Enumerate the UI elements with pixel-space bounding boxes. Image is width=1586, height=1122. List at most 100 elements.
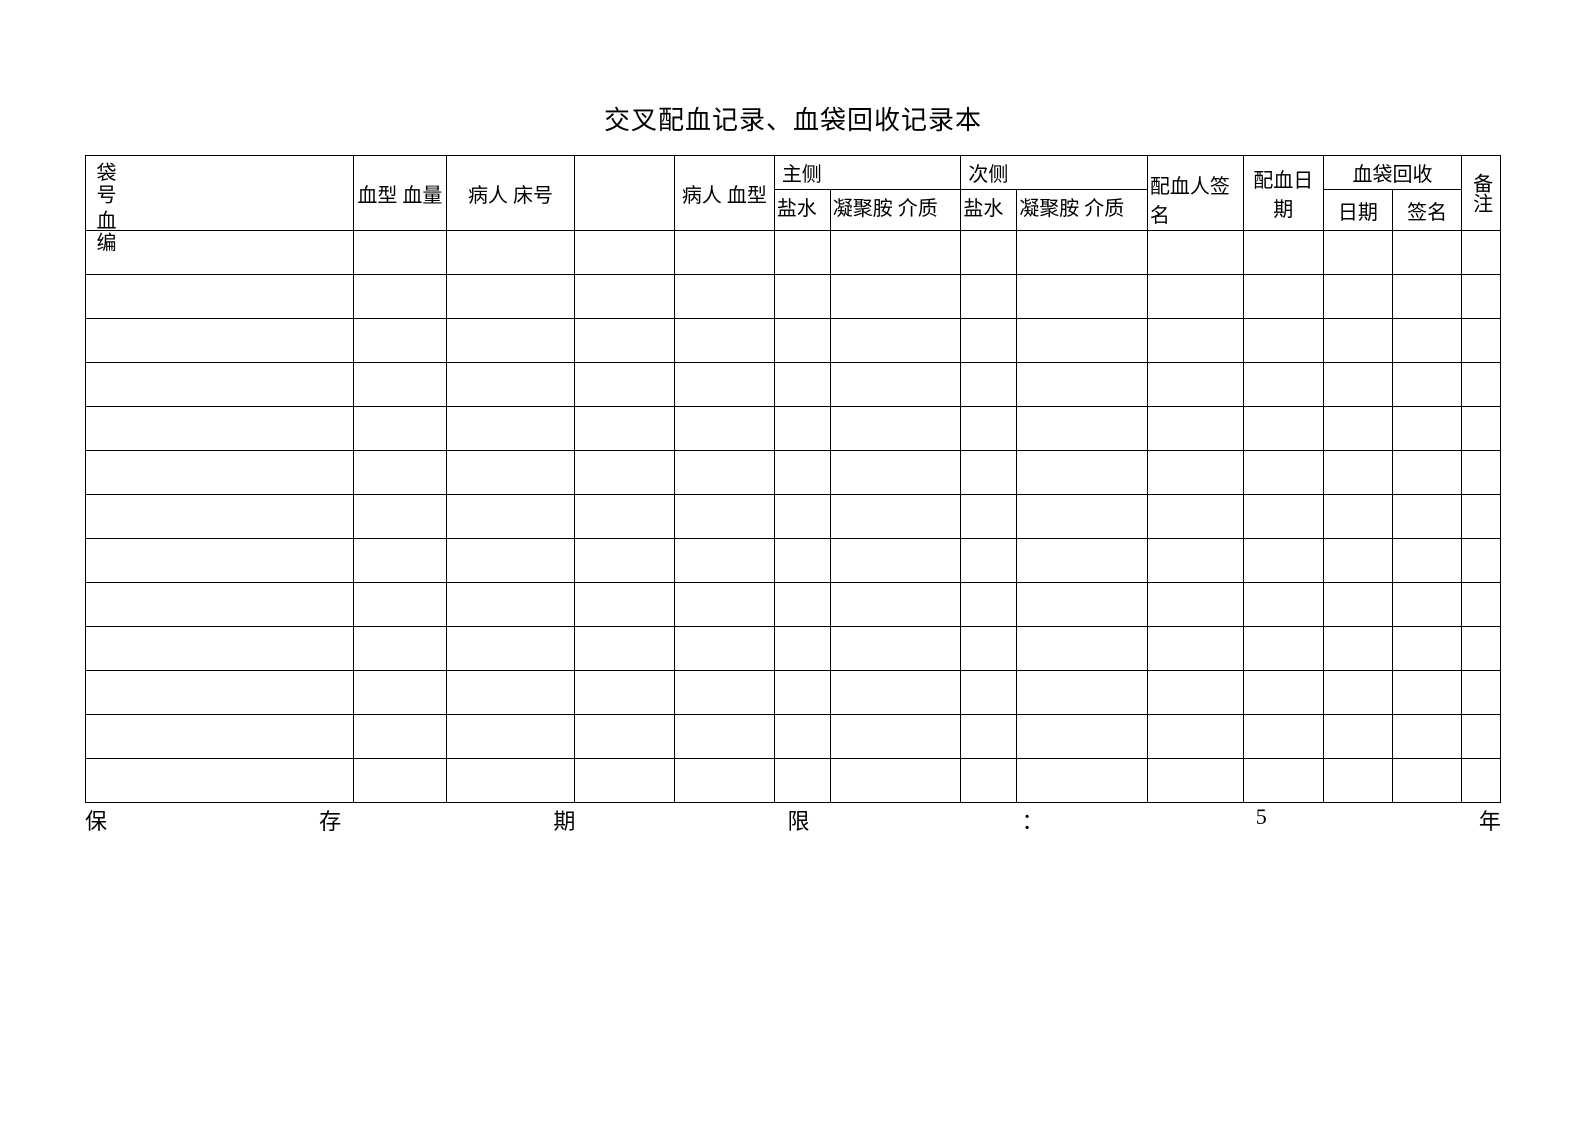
cell <box>86 627 354 671</box>
cell <box>674 451 774 495</box>
cell <box>830 539 961 583</box>
cell <box>447 451 575 495</box>
cell <box>1392 231 1461 275</box>
cell <box>1462 319 1501 363</box>
cell <box>86 363 354 407</box>
cell <box>1017 363 1148 407</box>
cell <box>1147 231 1243 275</box>
cell <box>1243 759 1323 803</box>
cell <box>353 759 446 803</box>
cell <box>1323 319 1392 363</box>
cell <box>1243 715 1323 759</box>
cell <box>674 363 774 407</box>
cell <box>86 231 354 275</box>
header-sec-poly: 凝聚胺 介质 <box>1017 190 1148 231</box>
cell <box>830 759 961 803</box>
cell <box>1392 671 1461 715</box>
cell <box>830 583 961 627</box>
cell <box>353 231 446 275</box>
cell <box>961 275 1017 319</box>
cell <box>830 231 961 275</box>
cell <box>774 319 830 363</box>
footer-c2: 存 <box>319 804 341 836</box>
cell <box>830 407 961 451</box>
cell <box>1017 759 1148 803</box>
cell <box>774 759 830 803</box>
cell <box>674 495 774 539</box>
cell <box>1243 407 1323 451</box>
cell <box>1147 451 1243 495</box>
cell <box>574 451 674 495</box>
cell <box>830 495 961 539</box>
cell <box>1323 539 1392 583</box>
cell <box>1323 583 1392 627</box>
cell <box>447 231 575 275</box>
cell <box>774 495 830 539</box>
cell <box>1323 231 1392 275</box>
cell <box>674 671 774 715</box>
cell <box>774 451 830 495</box>
header-matcher-sign: 配血人签名 <box>1147 156 1243 231</box>
cell <box>1462 275 1501 319</box>
cell <box>961 715 1017 759</box>
cell <box>961 407 1017 451</box>
header-bag-number-label: 袋号 <box>90 162 119 206</box>
cell <box>353 627 446 671</box>
cell <box>1462 671 1501 715</box>
cell <box>1017 451 1148 495</box>
header-main-side: 主侧 <box>774 156 961 190</box>
header-patient-blood-type: 病人 血型 <box>674 156 774 231</box>
crossmatch-table: 袋号 血编 血型 血量 病人 床号 病人 血型 主侧 次侧 配血人签名 配血日期… <box>85 155 1501 803</box>
cell <box>1392 451 1461 495</box>
table-row <box>86 715 1501 759</box>
cell <box>830 319 961 363</box>
cell <box>830 451 961 495</box>
cell <box>1392 275 1461 319</box>
cell <box>1392 495 1461 539</box>
header-bag-recovery: 血袋回收 <box>1323 156 1462 190</box>
cell <box>1243 627 1323 671</box>
cell <box>1462 715 1501 759</box>
cell <box>1392 583 1461 627</box>
cell <box>674 715 774 759</box>
cell <box>1462 583 1501 627</box>
cell <box>353 671 446 715</box>
cell <box>1392 407 1461 451</box>
page-title: 交叉配血记录、血袋回收记录本 <box>85 100 1501 137</box>
cell <box>447 583 575 627</box>
cell <box>353 451 446 495</box>
cell <box>1392 627 1461 671</box>
cell <box>447 671 575 715</box>
cell <box>1392 319 1461 363</box>
cell <box>574 495 674 539</box>
cell <box>1243 363 1323 407</box>
cell <box>1323 363 1392 407</box>
cell <box>353 539 446 583</box>
cell <box>1017 319 1148 363</box>
cell <box>774 539 830 583</box>
header-bag-number: 袋号 血编 <box>86 156 354 231</box>
header-blood-code-label: 血编 <box>90 210 119 254</box>
cell <box>574 759 674 803</box>
header-secondary-side: 次侧 <box>961 156 1148 190</box>
cell <box>1017 231 1148 275</box>
table-row <box>86 759 1501 803</box>
cell <box>961 627 1017 671</box>
cell <box>574 275 674 319</box>
cell <box>86 759 354 803</box>
table-row <box>86 495 1501 539</box>
table-row <box>86 451 1501 495</box>
cell <box>674 231 774 275</box>
cell <box>1462 231 1501 275</box>
cell <box>86 583 354 627</box>
cell <box>574 231 674 275</box>
cell <box>1147 319 1243 363</box>
cell <box>574 583 674 627</box>
cell <box>1147 363 1243 407</box>
cell <box>1323 715 1392 759</box>
cell <box>1017 715 1148 759</box>
cell <box>447 539 575 583</box>
cell <box>86 319 354 363</box>
footer-c4: 限 <box>787 804 809 836</box>
cell <box>1392 363 1461 407</box>
